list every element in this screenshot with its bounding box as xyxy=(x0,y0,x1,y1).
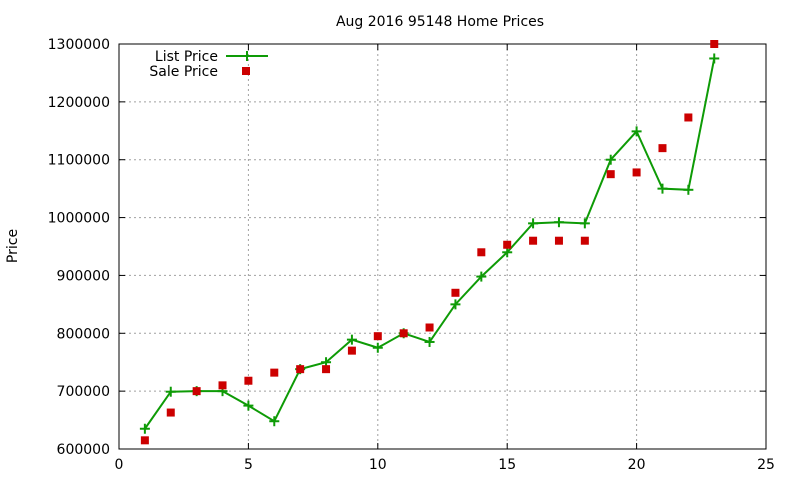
list-price-point xyxy=(631,126,642,137)
list-price-point xyxy=(709,53,720,64)
x-tick-label: 10 xyxy=(369,457,387,473)
y-tick-label: 800000 xyxy=(57,326,110,342)
x-tick-label: 20 xyxy=(628,457,646,473)
sale-price-point xyxy=(296,365,305,374)
list-price-point xyxy=(579,218,590,229)
legend-label-list-price: List Price xyxy=(155,49,218,65)
list-price-point xyxy=(424,336,435,347)
sale-price-point xyxy=(192,387,201,396)
sale-price-point xyxy=(503,240,512,249)
list-price-point xyxy=(605,154,616,165)
sale-price-point xyxy=(244,376,253,385)
list-price-line xyxy=(144,58,716,430)
list-price-point xyxy=(683,184,694,195)
sale-price-point xyxy=(451,288,460,297)
chart-title: Aug 2016 95148 Home Prices xyxy=(336,14,544,30)
list-price-point xyxy=(657,183,668,194)
y-tick-label: 1200000 xyxy=(48,95,110,111)
sale-price-point xyxy=(270,368,279,377)
y-tick-label: 1300000 xyxy=(48,37,110,53)
list-price-point xyxy=(346,334,357,345)
list-price-point xyxy=(502,247,513,258)
list-price-point xyxy=(450,299,461,310)
y-tick-label: 1000000 xyxy=(48,211,110,227)
y-tick-label: 900000 xyxy=(57,268,110,284)
sale-price-point xyxy=(373,332,382,341)
list-price-point xyxy=(528,218,539,229)
series-layer xyxy=(139,40,720,445)
x-tick-label: 15 xyxy=(498,457,516,473)
list-price-point xyxy=(269,416,280,427)
sale-price-point xyxy=(710,40,719,48)
axis-ticks: 0 5 10 15 20 25 600000 700000 800000 900000 100000… xyxy=(48,37,775,473)
y-tick-label: 1100000 xyxy=(48,153,110,169)
sale-price-point xyxy=(347,346,356,355)
list-price-point xyxy=(372,342,383,353)
y-tick-label: 700000 xyxy=(57,384,110,400)
list-price-point xyxy=(139,423,150,434)
legend-label-sale-price: Sale Price xyxy=(149,64,218,80)
sale-price-point xyxy=(606,170,615,179)
plot-frame xyxy=(118,43,767,450)
sale-price-point xyxy=(658,144,667,153)
sale-price-point xyxy=(632,168,641,177)
x-tick-label: 0 xyxy=(115,457,124,473)
sale-price-point xyxy=(477,248,486,257)
list-price-point xyxy=(243,400,254,411)
sale-price-point xyxy=(166,408,175,417)
sale-price-point xyxy=(218,381,227,390)
list-price-point xyxy=(476,271,487,282)
sale-price-point xyxy=(684,113,693,122)
x-tick-label: 25 xyxy=(757,457,775,473)
sale-price-point xyxy=(580,236,589,245)
list-price-point xyxy=(165,386,176,397)
sale-price-point xyxy=(322,365,331,374)
list-price-point xyxy=(553,217,564,228)
grid-layer xyxy=(119,44,766,449)
y-tick-label: 600000 xyxy=(57,442,110,458)
sale-price-point xyxy=(140,436,149,445)
sale-price-point xyxy=(399,329,408,338)
x-tick-label: 5 xyxy=(244,457,253,473)
sale-price-point xyxy=(529,236,538,245)
y-axis-label: Price xyxy=(5,229,21,263)
sale-price-point xyxy=(425,323,434,332)
legend-swatch-sale-price xyxy=(242,67,250,75)
sale-price-point xyxy=(554,236,563,245)
